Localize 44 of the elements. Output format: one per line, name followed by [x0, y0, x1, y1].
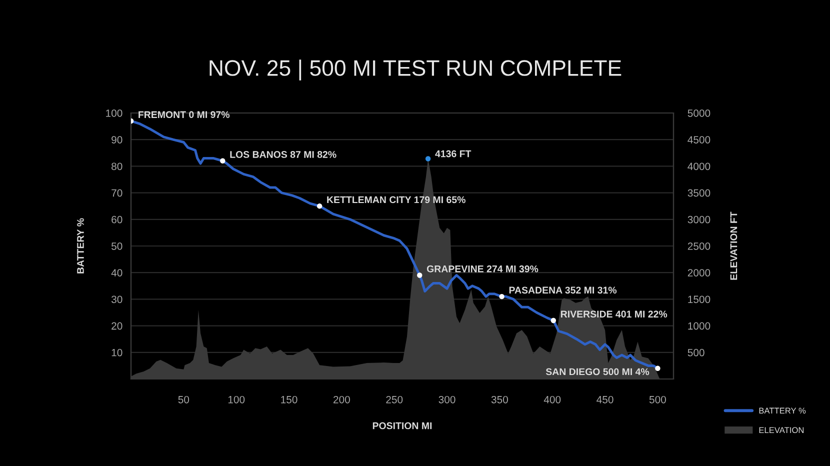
y2-tick-label: 3000 [688, 216, 710, 224]
y2-tick-label: 1000 [688, 322, 710, 330]
y-tick-label: 40 [111, 269, 122, 276]
chart-title: NOV. 25 | 500 MI TEST RUN COMPLETE [210, 60, 622, 80]
x-tick-label: 350 [491, 396, 508, 404]
annotation: KETTLEMAN CITY 179 MI 65% [327, 196, 466, 204]
annotation: PASADENA 352 MI 31% [509, 286, 617, 294]
annotation: LOS BANOS 87 MI 82% [230, 151, 336, 158]
annotation: FREMONT 0 MI 97% [138, 111, 230, 118]
y2-tick-label: 3500 [688, 189, 710, 197]
x-tick-label: 50 [178, 396, 190, 404]
x-tick-label: 150 [281, 396, 298, 404]
y-tick-label: 80 [112, 162, 122, 170]
x-tick-label: 450 [596, 396, 614, 404]
y2-tick-label: 4500 [688, 136, 710, 144]
y2-tick-label: 1500 [688, 296, 710, 304]
annotation: 4136 FT [435, 150, 472, 158]
x-tick-label: 500 [649, 396, 666, 404]
x-tick-label: 100 [228, 396, 245, 404]
annotation: GRAPEVINE 274 MI 39% [426, 265, 538, 272]
y-tick-label: 10 [112, 348, 122, 356]
y-tick-label: 90 [112, 136, 122, 144]
y-tick-label: 50 [112, 242, 122, 250]
annotation: RIVERSIDE 401 MI 22% [561, 310, 668, 318]
legend-label: BATTERY % [759, 408, 806, 414]
annotation: SAN DIEGO 500 MI 4% [546, 368, 650, 376]
y2-tick-label: 2000 [688, 269, 710, 276]
y2-tick-label: 500 [688, 348, 704, 356]
legend-label: ELEVATION [759, 427, 804, 434]
y-axis-title: BATTERY % [77, 218, 84, 274]
y-tick-label: 20 [112, 322, 122, 330]
y-tick-label: 100 [106, 110, 122, 117]
y2-axis-title: ELEVATION FT [730, 212, 738, 280]
x-tick-label: 400 [544, 396, 561, 404]
y2-tick-label: 4000 [688, 162, 710, 170]
x-tick-label: 250 [386, 396, 403, 404]
y-tick-label: 60 [112, 216, 122, 224]
y2-tick-label: 2500 [688, 242, 710, 250]
x-tick-label: 200 [334, 396, 350, 404]
y-tick-label: 70 [112, 189, 122, 197]
x-tick-label: 300 [438, 396, 456, 404]
y2-tick-label: 5000 [688, 110, 710, 117]
x-axis-title: POSITION MI [372, 422, 432, 430]
y-tick-label: 30 [111, 296, 122, 304]
